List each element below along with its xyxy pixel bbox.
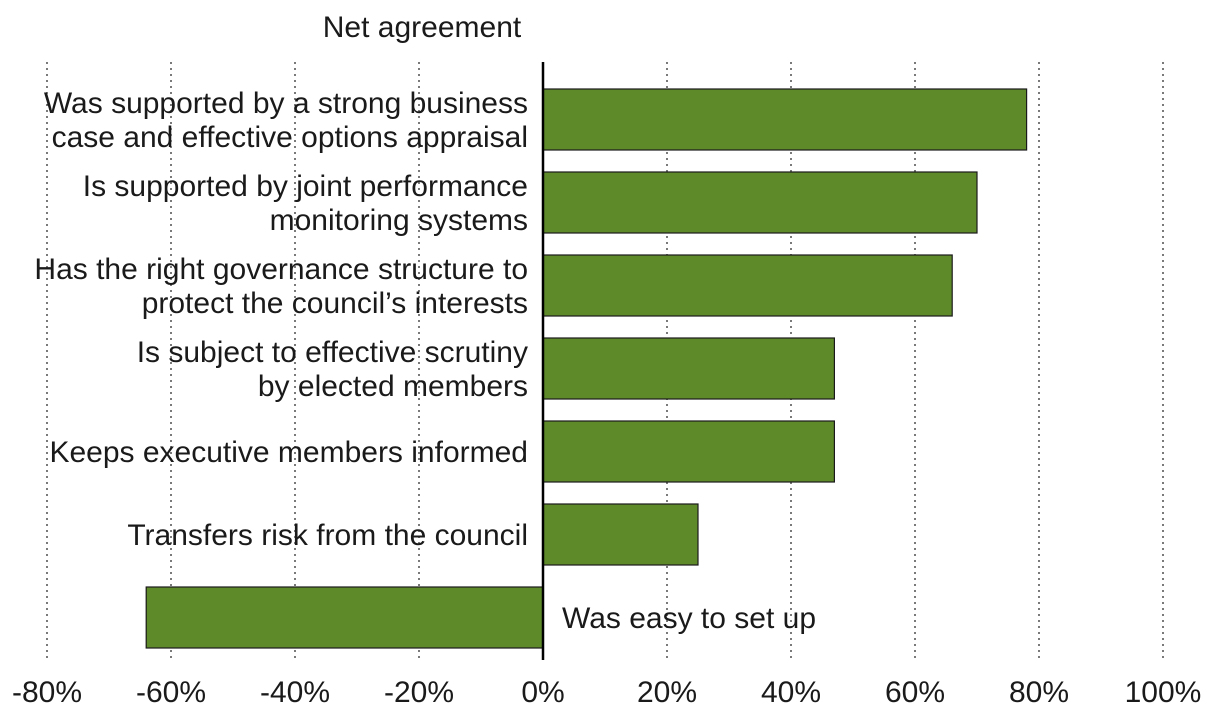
bar (542, 503, 699, 566)
x-tick-label: -20% (384, 676, 454, 709)
x-tick-label: -80% (12, 676, 82, 709)
x-tick-label: 60% (885, 676, 945, 709)
bars (145, 88, 1028, 649)
category-label: Was easy to set up (562, 602, 816, 635)
x-tick-label: 80% (1009, 676, 1069, 709)
bar (542, 337, 835, 400)
x-tick-label: 20% (637, 676, 697, 709)
category-label: Keeps executive members informed (49, 436, 528, 469)
category-label: Transfers risk from the council (127, 519, 528, 552)
bar (542, 420, 835, 483)
bar (542, 254, 953, 317)
bar (145, 586, 544, 649)
x-tick-label: 0% (521, 676, 564, 709)
x-axis-tick-labels: -80% -60% -40% -20% 0% 20% 40% 60% 80% 100% (12, 676, 1201, 709)
category-label: Has the right governance structure to pro… (34, 253, 528, 320)
bar (542, 88, 1028, 151)
category-label: Is subject to effective scrutiny by elect… (137, 336, 528, 403)
chart-title: Net agreement (323, 11, 522, 44)
x-tick-label: 100% (1125, 676, 1202, 709)
category-labels: Was supported by a strong business case a… (34, 87, 816, 635)
bar (542, 171, 978, 234)
x-tick-label: -60% (136, 676, 206, 709)
category-label: Was supported by a strong business case a… (44, 87, 528, 154)
category-label: Is supported by joint performance monitor… (83, 170, 528, 237)
x-tick-label: -40% (260, 676, 330, 709)
x-tick-label: 40% (761, 676, 821, 709)
